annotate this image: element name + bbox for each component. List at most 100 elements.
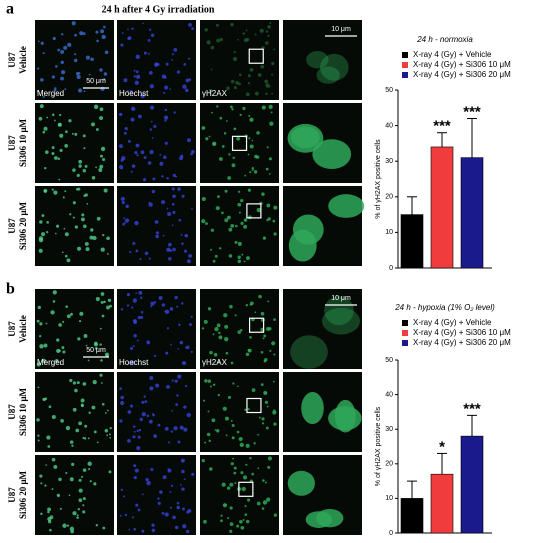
- cell: [155, 383, 160, 388]
- cell: [146, 480, 151, 486]
- cell: [85, 247, 90, 252]
- cell: [58, 323, 62, 327]
- cell: [181, 507, 185, 511]
- cell: [69, 477, 74, 482]
- cell: [129, 89, 133, 94]
- cell: [269, 121, 274, 126]
- cell: [95, 524, 99, 527]
- cell: [163, 115, 169, 120]
- cell: [226, 215, 231, 220]
- cell: [183, 63, 187, 66]
- cell: [172, 173, 176, 178]
- cell: [185, 88, 189, 93]
- cell: [120, 400, 125, 406]
- cell: [164, 119, 167, 122]
- scale-bar-label: 10 μm: [331, 295, 351, 302]
- cell: [201, 459, 205, 463]
- cell: [251, 167, 254, 170]
- cell: [245, 92, 250, 97]
- cell: [234, 314, 237, 317]
- cell: [243, 475, 248, 480]
- cell: [40, 41, 44, 45]
- cell: [88, 411, 91, 414]
- cell: [99, 343, 102, 346]
- cell-zoom: [328, 406, 362, 431]
- cell: [217, 428, 219, 431]
- cell: [139, 258, 142, 261]
- cell: [131, 306, 134, 309]
- y-tick-label: 30: [385, 426, 393, 433]
- cell: [43, 189, 47, 193]
- cell: [61, 70, 66, 75]
- legend-label: X-ray 4 (Gy) + Si306 20 μM: [413, 338, 511, 347]
- cell: [69, 378, 73, 383]
- cell: [78, 498, 83, 503]
- cell: [151, 523, 155, 527]
- cell: [62, 320, 65, 323]
- cell: [137, 339, 139, 342]
- cell: [174, 379, 178, 383]
- cell: [251, 168, 254, 171]
- cell: [267, 465, 271, 469]
- cell: [230, 105, 233, 109]
- cell: [109, 426, 112, 430]
- row-label-line: U87: [7, 487, 17, 503]
- cell: [188, 253, 192, 258]
- cell: [135, 70, 139, 74]
- cell: [66, 258, 71, 263]
- cell: [100, 300, 104, 304]
- cell: [142, 178, 147, 182]
- cell: [64, 88, 67, 91]
- y-axis-title: % of γH2AX positive cells: [375, 406, 382, 486]
- cell: [164, 310, 167, 313]
- cell: [249, 117, 254, 122]
- scale-bar-label: 10 μm: [331, 26, 351, 33]
- row-label-line: U87: [7, 404, 17, 420]
- significance: ***: [433, 118, 451, 135]
- cell: [264, 357, 268, 362]
- cell: [226, 86, 230, 91]
- micrograph: [200, 455, 279, 535]
- cell: [172, 194, 176, 199]
- cell: [173, 426, 178, 431]
- cell: [103, 188, 108, 193]
- y-tick-label: 10: [385, 229, 393, 236]
- cell: [162, 475, 167, 480]
- cell: [267, 456, 273, 461]
- cell: [86, 203, 89, 205]
- cell: [133, 430, 136, 433]
- cell: [191, 208, 193, 210]
- cell: [44, 150, 49, 155]
- cell: [65, 130, 68, 134]
- cell: [80, 404, 84, 408]
- cell: [153, 124, 157, 128]
- cell: [221, 145, 225, 148]
- cell: [151, 137, 154, 139]
- cell-zoom: [321, 307, 361, 335]
- cell: [39, 334, 42, 338]
- cell: [119, 112, 123, 117]
- cell: [154, 220, 159, 224]
- y-tick-label: 20: [385, 461, 393, 468]
- y-tick-label: 50: [385, 357, 393, 364]
- cell: [245, 304, 248, 307]
- cell: [219, 37, 223, 42]
- cell: [82, 32, 86, 36]
- cell-zoom: [320, 53, 349, 81]
- cell: [85, 344, 88, 347]
- cell: [226, 486, 231, 490]
- cell: [100, 292, 105, 296]
- cell: [239, 519, 243, 524]
- cell: [262, 479, 265, 482]
- cell: [59, 133, 64, 138]
- cell: [149, 128, 153, 131]
- cell: [134, 220, 139, 226]
- cell: [236, 136, 240, 141]
- cell: [163, 91, 166, 95]
- cell: [217, 360, 221, 364]
- y-tick-label: 0: [389, 265, 393, 272]
- cell: [228, 153, 231, 156]
- cell: [229, 482, 234, 487]
- cell: [140, 310, 144, 314]
- cell: [83, 90, 86, 93]
